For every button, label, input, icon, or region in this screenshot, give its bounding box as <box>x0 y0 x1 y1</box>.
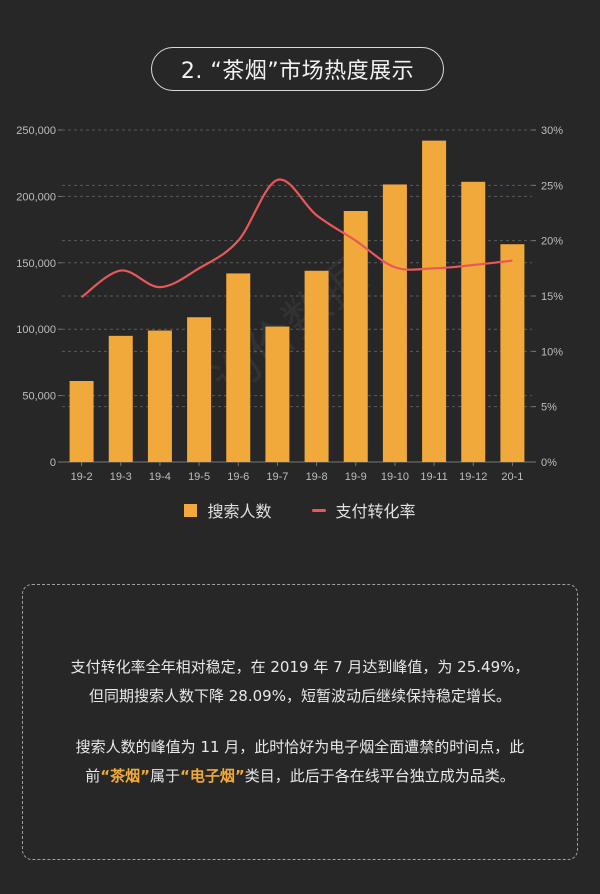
note-p2-line1: 搜索人数的峰值为 11 月，此时恰好为电子烟全面遭禁的时间点，此 <box>75 738 525 756</box>
right-axis-tick: 10% <box>541 346 563 358</box>
right-axis-tick: 30% <box>541 125 563 137</box>
note-p2-line2: 前“茶烟”属于“电子烟”类目，此后于各在线平台独立成为品类。 <box>76 762 525 791</box>
bar-19-5[interactable] <box>187 317 212 462</box>
bar-19-3[interactable] <box>108 335 133 462</box>
note-paragraph-2: 搜索人数的峰值为 11 月，此时恰好为电子烟全面遭禁的时间点，此 前“茶烟”属于… <box>76 733 525 791</box>
bar-19-4[interactable] <box>147 330 172 462</box>
right-axis-tick: 25% <box>541 180 563 192</box>
bar-19-9[interactable] <box>343 211 368 462</box>
right-axis-tick: 20% <box>541 236 563 248</box>
bar-19-2[interactable] <box>69 380 94 462</box>
bar-19-10[interactable] <box>382 184 407 462</box>
right-axis-tick: 0% <box>541 457 557 469</box>
highlight-e-cigarette: “电子烟” <box>180 767 245 785</box>
x-axis-tick: 19-8 <box>306 471 328 483</box>
combo-chart: 0 50,000 100,000 150,000 200,000 250,000 0% 5% 1… <box>0 110 600 490</box>
note-p1-line2: 但同期搜索人数下降 28.09%，短暂波动后继续保持稳定增长。 <box>89 687 511 705</box>
legend-label-search-count: 搜索人数 <box>207 502 272 521</box>
right-axis-tick: 15% <box>541 291 563 303</box>
legend-item-conversion-rate[interactable]: 支付转化率 <box>311 498 416 522</box>
note-p2-pre: 前 <box>85 767 101 785</box>
x-axis-tick: 19-11 <box>420 471 447 483</box>
note-p2-mid: 属于 <box>149 767 180 785</box>
analysis-note-box: 支付转化率全年相对稳定，在 2019 年 7 月达到峰值，为 25.49%， 但… <box>22 584 578 860</box>
x-axis-tick: 19-5 <box>188 471 210 483</box>
x-axis-tick: 19-9 <box>345 471 367 483</box>
chart-legend: 搜索人数 支付转化率 <box>0 498 600 522</box>
right-axis-tick: 5% <box>541 402 557 414</box>
note-p2-post: 类目，此后于各在线平台独立成为品类。 <box>244 767 515 785</box>
legend-label-conversion-rate: 支付转化率 <box>335 502 416 521</box>
section-title: 2. “茶烟”市场热度展示 <box>151 47 444 91</box>
x-axis-tick: 19-3 <box>110 471 132 483</box>
left-axis-tick: 200,000 <box>16 191 56 203</box>
bar-19-7[interactable] <box>265 326 290 462</box>
bar-19-8[interactable] <box>304 270 329 462</box>
x-axis-tick: 20-1 <box>501 471 523 483</box>
conversion-rate-line[interactable] <box>80 178 513 299</box>
left-axis-tick: 50,000 <box>22 391 56 403</box>
note-p1-line1: 支付转化率全年相对稳定，在 2019 年 7 月达到峰值，为 25.49%， <box>70 658 530 676</box>
x-axis-tick: 19-6 <box>227 471 249 483</box>
left-axis-tick: 250,000 <box>16 125 56 137</box>
bar-19-6[interactable] <box>226 273 251 462</box>
x-axis-tick: 19-12 <box>459 471 487 483</box>
bar-swatch-icon <box>184 503 198 517</box>
chart-svg: 0 50,000 100,000 150,000 200,000 250,000 0% 5% 1… <box>16 125 563 483</box>
left-axis-tick: 100,000 <box>16 324 56 336</box>
legend-item-search-count[interactable]: 搜索人数 <box>184 498 272 522</box>
bar-19-11[interactable] <box>422 140 447 462</box>
left-axis-tick: 150,000 <box>16 258 56 270</box>
left-axis-tick: 0 <box>50 457 56 469</box>
x-axis-tick: 19-7 <box>266 471 288 483</box>
line-swatch-icon <box>311 508 326 512</box>
x-axis-tick: 19-4 <box>149 471 171 483</box>
highlight-tea-cigarette: “茶烟” <box>100 767 150 785</box>
note-paragraph-1: 支付转化率全年相对稳定，在 2019 年 7 月达到峰值，为 25.49%， 但… <box>71 653 530 711</box>
bar-19-12[interactable] <box>461 181 486 462</box>
x-axis-tick: 19-10 <box>381 471 409 483</box>
bar-20-1[interactable] <box>500 244 525 462</box>
section-title-text: 2. “茶烟”市场热度展示 <box>180 59 415 84</box>
x-axis-tick: 19-2 <box>71 471 93 483</box>
